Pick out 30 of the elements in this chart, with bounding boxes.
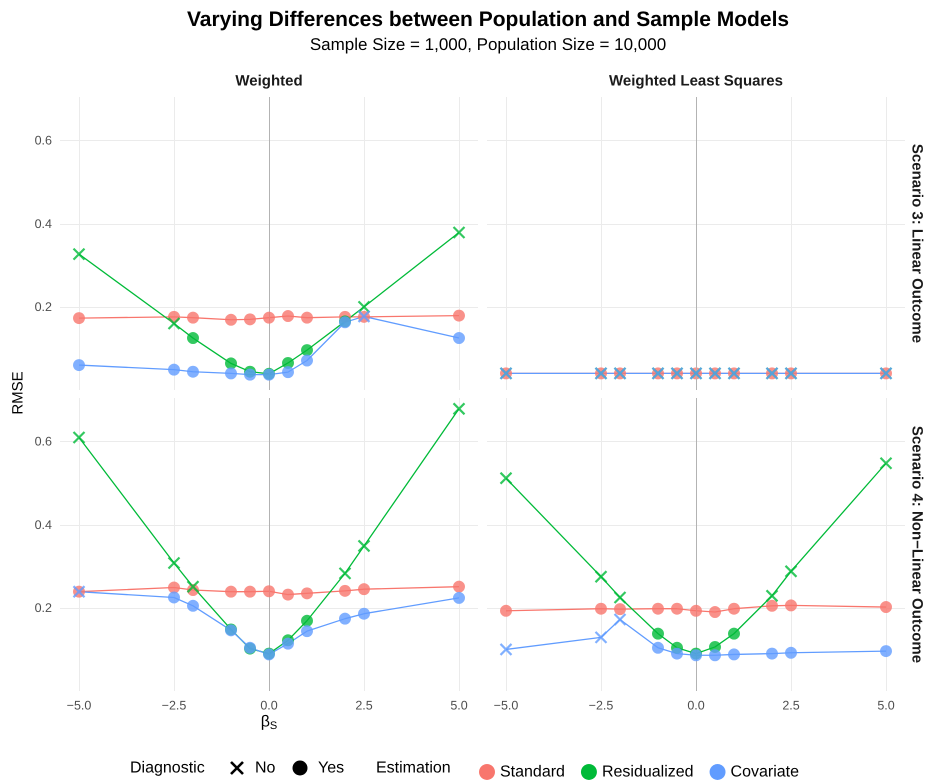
y-tick-label: 0.4: [34, 216, 52, 231]
x-tick-label: 5.0: [877, 698, 895, 712]
text: Weighted Least Squares: [609, 72, 783, 90]
x-tick-label: −5.0: [494, 698, 518, 712]
x-tick-label: 2.5: [355, 698, 373, 712]
chart-subtitle: Sample Size = 1,000, Population Size = 10,000: [310, 35, 666, 54]
x-tick-label: 0.0: [687, 698, 705, 712]
y-axis-title: RMSE: [10, 371, 26, 415]
y-tick-label: 0.6: [34, 434, 52, 449]
text: Weighted: [235, 72, 303, 90]
x-tick-label: −2.5: [588, 698, 614, 712]
legend-label: Covariate: [730, 764, 800, 780]
y-tick-label: 0.2: [34, 600, 52, 615]
legend-label: Standard: [500, 764, 565, 780]
y-tick-label: 0.4: [34, 518, 52, 532]
legend-label: Residualized: [602, 764, 694, 780]
legend-title: Estimation: [376, 760, 451, 776]
text: Diagnostic: [130, 760, 205, 776]
text: No: [255, 760, 276, 776]
y2-axis-title: Scenario 4: Non−Linear Outcome: [908, 426, 926, 664]
x-tick-label: 2.5: [782, 698, 800, 712]
text: Yes: [318, 760, 344, 776]
x-tick-label: −2.5: [162, 698, 186, 712]
chart-title: Varying Differences between Population and Sample Models: [186, 8, 790, 31]
x-tick-label: 5.0: [450, 698, 468, 712]
y-tick-label: 0.2: [34, 300, 52, 314]
x-tick-label: −5.0: [66, 698, 92, 712]
y2-axis-title: Scenario 3: Linear Outcome: [908, 144, 926, 344]
y-tick-label: 0.6: [34, 134, 52, 148]
x-tick-label: 0.0: [260, 698, 278, 712]
